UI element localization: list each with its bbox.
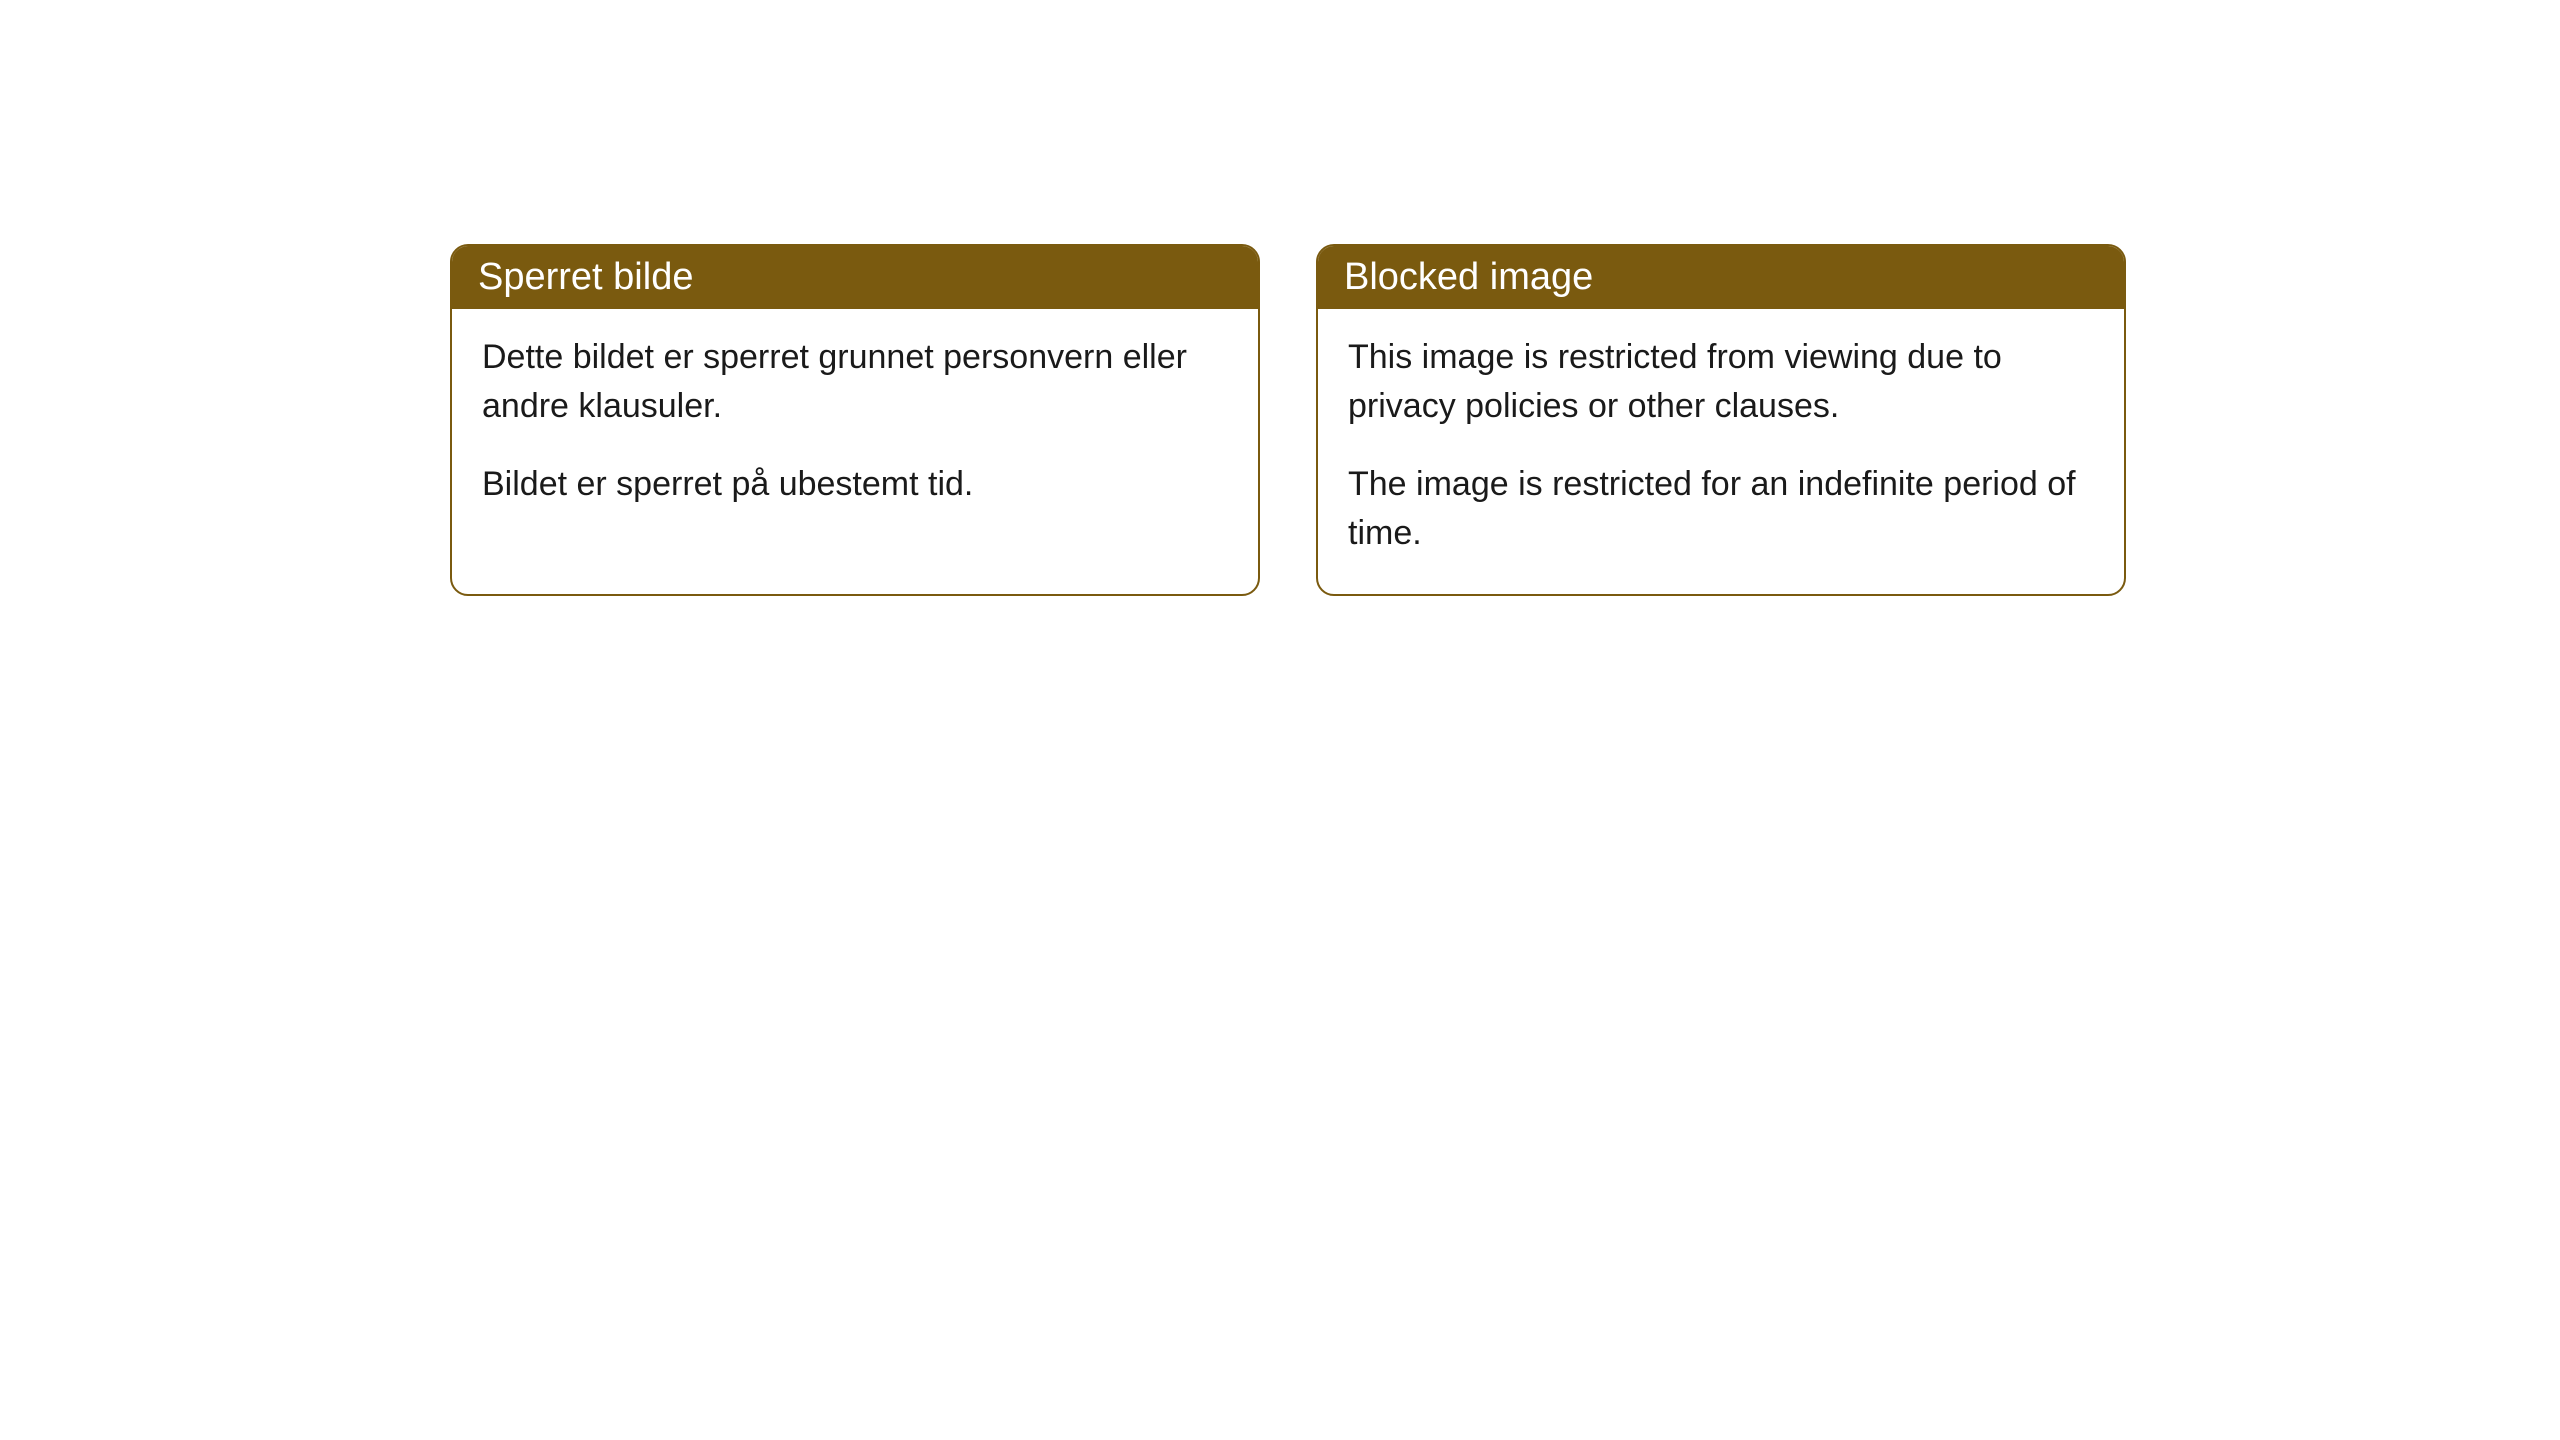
card-header-english: Blocked image [1318,246,2124,309]
card-english: Blocked image This image is restricted f… [1316,244,2126,596]
card-paragraph: Bildet er sperret på ubestemt tid. [482,460,1228,509]
card-norwegian: Sperret bilde Dette bildet er sperret gr… [450,244,1260,596]
card-paragraph: The image is restricted for an indefinit… [1348,460,2094,559]
card-header-norwegian: Sperret bilde [452,246,1258,309]
cards-container: Sperret bilde Dette bildet er sperret gr… [0,0,2560,596]
card-paragraph: This image is restricted from viewing du… [1348,333,2094,432]
card-paragraph: Dette bildet er sperret grunnet personve… [482,333,1228,432]
card-body-english: This image is restricted from viewing du… [1318,309,2124,594]
card-body-norwegian: Dette bildet er sperret grunnet personve… [452,309,1258,545]
